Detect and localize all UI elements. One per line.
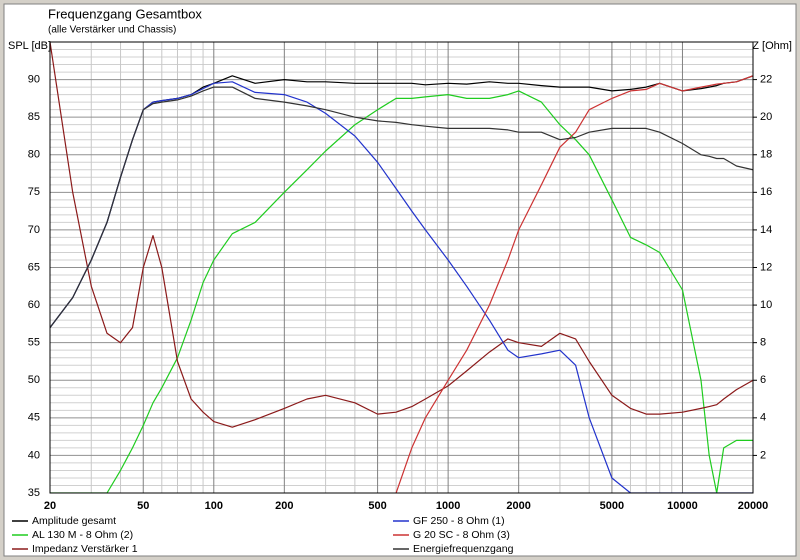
labels: 35 40 45 50 55 60 65 70 75 80 85 90 2 4 6 8 10 12 14 16 18 20… (12, 73, 772, 555)
plot-frame (49, 41, 754, 494)
y2-tick-label: 8 (760, 337, 766, 349)
series-line (50, 42, 753, 428)
x-tick-label: 50 (137, 500, 149, 512)
y-tick-label: 85 (28, 111, 40, 123)
x-tick-label: 500 (368, 500, 386, 512)
y-tick-label: 90 (28, 73, 40, 85)
y-tick-label: 60 (28, 299, 40, 311)
y-tick-label: 70 (28, 224, 40, 236)
grid (49, 42, 757, 494)
x-tick-label: 1000 (436, 500, 460, 512)
chart-title: Frequenzgang Gesamtbox (48, 6, 202, 21)
y2-tick-label: 6 (760, 374, 766, 386)
legend-label: GF 250 - 8 Ohm (1) (413, 515, 505, 527)
y2-tick-label: 14 (760, 224, 772, 236)
y2-tick-label: 20 (760, 111, 772, 123)
lines (50, 42, 753, 493)
x-tick-label: 20000 (738, 500, 769, 512)
legend-label: Energiefrequenzgang (413, 543, 514, 555)
y-tick-label: 75 (28, 186, 40, 198)
y-tick-label: 35 (28, 487, 40, 499)
legend-label: Impedanz Verstärker 1 (32, 543, 138, 555)
x-tick-label: 2000 (506, 500, 530, 512)
y2-tick-label: 2 (760, 449, 766, 461)
series-line (50, 81, 753, 493)
legend-label: Amplitude gesamt (32, 515, 116, 527)
y-axis-label: SPL [dB] (8, 40, 51, 52)
y2-tick-label: 4 (760, 412, 766, 424)
y2-tick-label: 16 (760, 186, 772, 198)
x-tick-label: 20 (44, 500, 56, 512)
y-tick-label: 65 (28, 261, 40, 273)
y2-tick-label: 18 (760, 149, 772, 161)
y-tick-label: 45 (28, 412, 40, 424)
chart-subtitle: (alle Verstärker und Chassis) (48, 25, 176, 36)
y2-tick-label: 22 (760, 73, 772, 85)
y-tick-label: 40 (28, 449, 40, 461)
x-tick-label: 10000 (667, 500, 698, 512)
y2-axis-label: Z [Ohm] (752, 40, 792, 52)
y2-tick-label: 10 (760, 299, 772, 311)
legend-label: AL 130 M - 8 Ohm (2) (32, 529, 133, 541)
x-tick-label: 5000 (600, 500, 624, 512)
y-tick-label: 50 (28, 374, 40, 386)
y2-tick-label: 12 (760, 261, 772, 273)
y-tick-label: 55 (28, 337, 40, 349)
series-line (50, 86, 753, 328)
y-tick-label: 80 (28, 149, 40, 161)
series-line (50, 90, 753, 493)
x-tick-label: 200 (275, 500, 293, 512)
series-line (395, 75, 753, 493)
x-tick-label: 100 (205, 500, 223, 512)
legend-label: G 20 SC - 8 Ohm (3) (413, 529, 510, 541)
